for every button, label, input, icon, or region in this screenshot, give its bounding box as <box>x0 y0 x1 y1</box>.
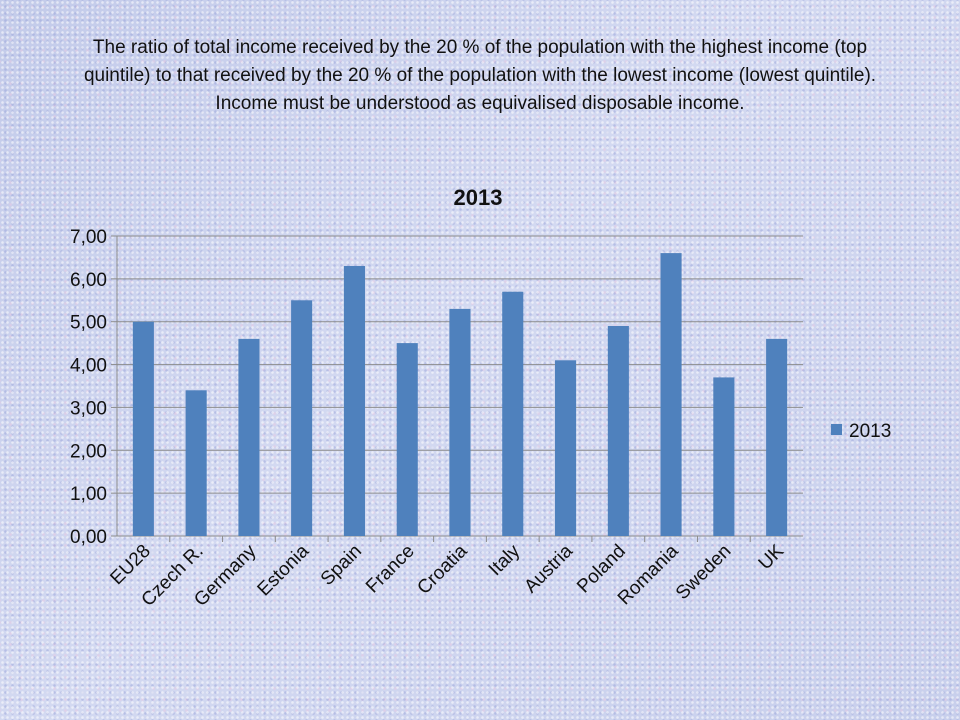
x-tick-label: UK <box>755 540 789 574</box>
x-tick-label: Estonia <box>254 540 314 600</box>
y-tick-label: 1,00 <box>70 484 107 505</box>
bar-uk <box>766 338 788 536</box>
bar-romania <box>660 253 682 536</box>
y-tick-label: 7,00 <box>70 227 107 248</box>
x-tick-label: France <box>362 541 419 598</box>
bar-germany <box>238 338 260 536</box>
legend-label: 2013 <box>849 421 891 442</box>
bar-italy <box>502 291 524 536</box>
bar-sweden <box>713 377 735 536</box>
x-tick-label: Sweden <box>672 541 735 604</box>
bar-eu28 <box>132 321 154 536</box>
legend-swatch <box>831 424 842 435</box>
y-tick-label: 3,00 <box>70 398 107 419</box>
x-tick-label: Austria <box>520 540 577 597</box>
bar-poland <box>607 326 629 536</box>
legend: 2013 <box>831 421 891 442</box>
bar-czech-r <box>185 390 207 536</box>
bar-estonia <box>291 300 313 536</box>
bars <box>132 253 788 536</box>
x-tick-label: Italy <box>485 540 525 580</box>
bar-france <box>396 343 418 536</box>
y-tick-label: 4,00 <box>70 356 107 377</box>
slide-title: The ratio of total income received by th… <box>83 37 877 114</box>
bar-spain <box>343 266 365 536</box>
chart-title: 2013 <box>454 185 503 210</box>
bar-croatia <box>449 308 471 536</box>
y-tick-label: 6,00 <box>70 270 107 291</box>
y-tick-label: 0,00 <box>70 527 107 548</box>
x-tick-label: Spain <box>317 541 366 590</box>
y-tick-label: 5,00 <box>70 313 107 334</box>
bar-austria <box>555 360 577 536</box>
y-tick-label: 2,00 <box>70 441 107 462</box>
y-axis-ticks: 0,00 1,00 2,00 3,00 4,00 5,00 6,00 7,00 <box>70 227 117 548</box>
x-tick-label: Croatia <box>413 540 471 598</box>
x-tick-label: EU28 <box>106 541 154 589</box>
